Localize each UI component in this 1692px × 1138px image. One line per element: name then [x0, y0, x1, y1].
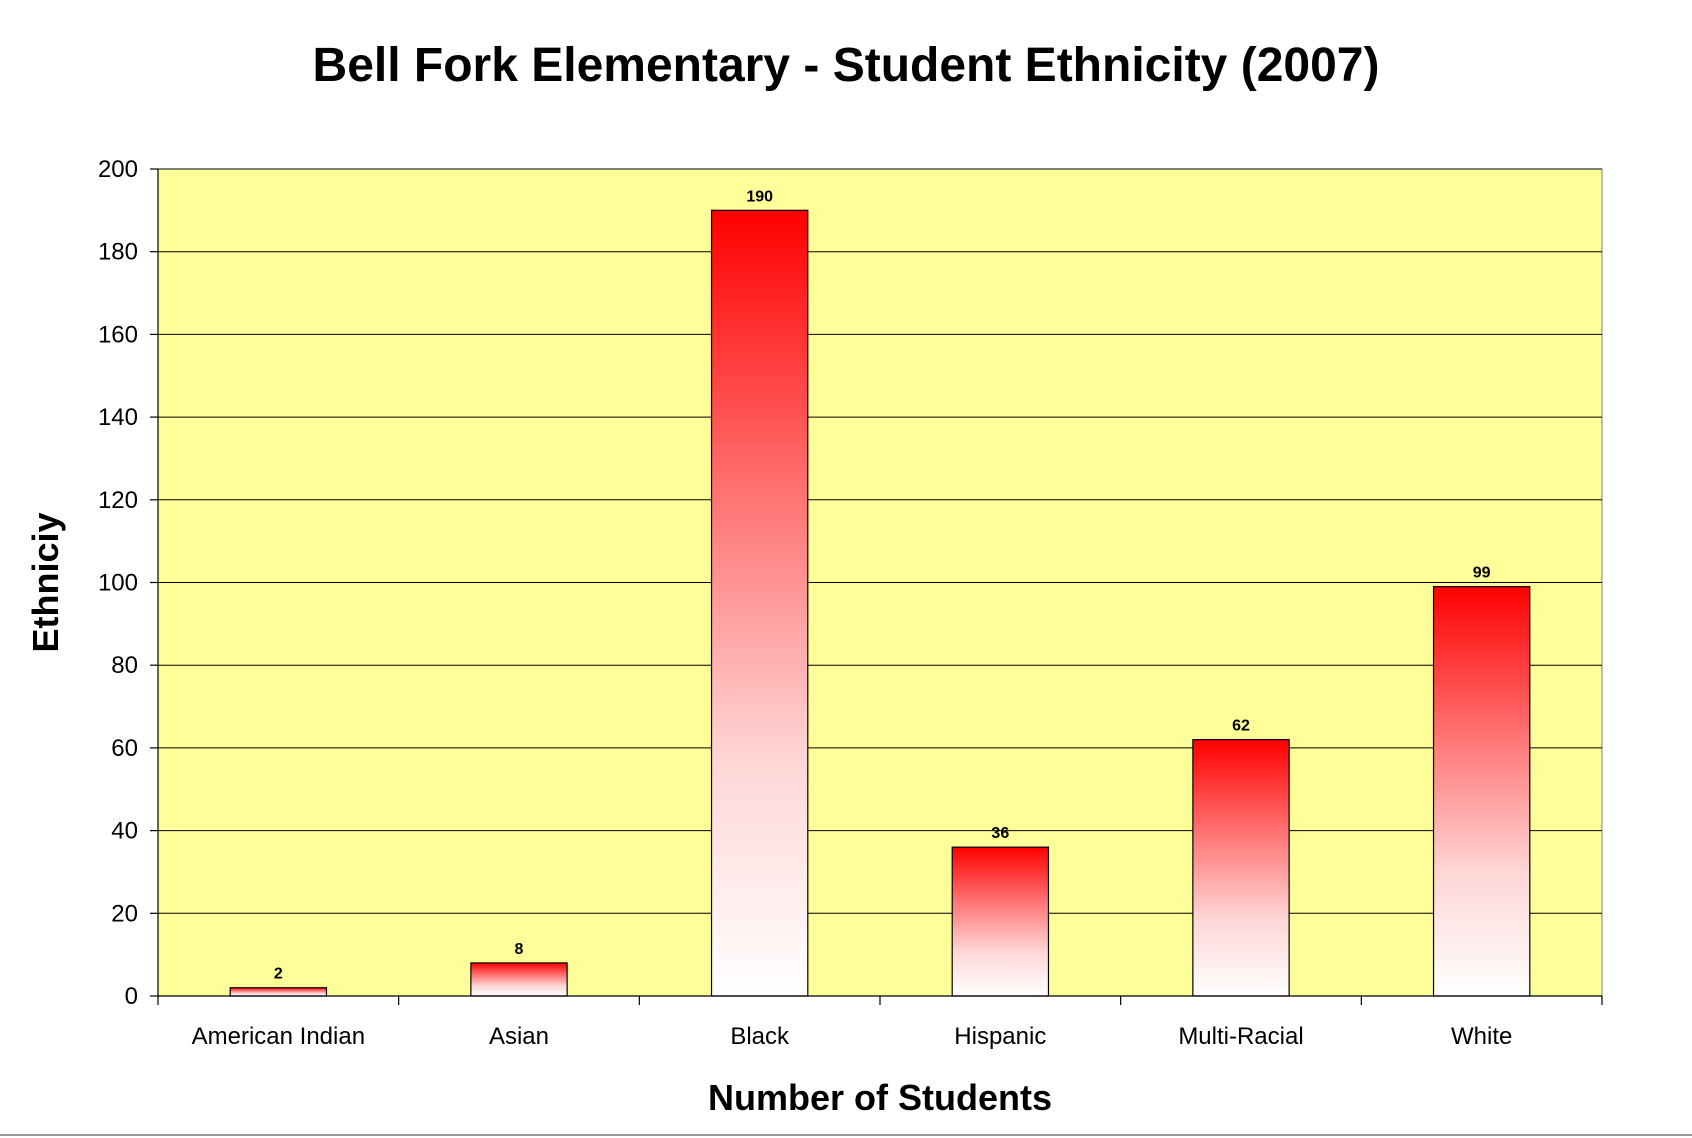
y-tick-label: 100	[98, 570, 138, 597]
y-tick-label: 200	[98, 156, 138, 183]
x-tick-label: American Indian	[192, 1023, 365, 1050]
bottom-divider	[0, 1134, 1692, 1136]
x-axis-title: Number of Students	[708, 1077, 1052, 1118]
axes	[150, 168, 1603, 1005]
gridlines	[158, 168, 1602, 914]
x-tick-label: Multi-Racial	[1178, 1023, 1303, 1050]
y-tick-label: 120	[98, 487, 138, 514]
x-tick-label: Hispanic	[954, 1023, 1046, 1050]
y-tick-label: 180	[98, 239, 138, 266]
labels: 0 20 40 60 80 100 120 140 160 180 200 2 American Ind…	[98, 156, 1512, 1050]
y-tick-label: 60	[111, 735, 138, 762]
data-label: 36	[991, 825, 1009, 842]
y-tick-label: 40	[111, 818, 138, 845]
data-label: 62	[1232, 718, 1250, 735]
bar-white	[1432, 586, 1531, 997]
bars	[229, 209, 1531, 997]
bar-asian	[470, 962, 568, 997]
chart-title: Bell Fork Elementary - Student Ethnicity…	[312, 39, 1380, 92]
y-tick-label: 20	[111, 900, 138, 927]
bar-hispanic	[951, 846, 1050, 997]
bar-multi-racial	[1192, 739, 1290, 997]
x-tick-label: Black	[730, 1023, 790, 1050]
x-tick-label: Asian	[489, 1023, 549, 1050]
x-tick-label: White	[1451, 1023, 1512, 1050]
y-tick-label: 140	[98, 404, 138, 431]
bar-american-indian	[229, 987, 328, 997]
y-tick-label: 0	[125, 983, 138, 1010]
y-tick-label: 80	[111, 652, 138, 679]
y-axis-title: Ethniciy	[25, 512, 66, 652]
data-label: 99	[1473, 565, 1491, 582]
data-label: 2	[274, 966, 283, 983]
bar-black	[710, 209, 809, 997]
y-tick-label: 160	[98, 321, 138, 348]
data-label: 8	[515, 941, 524, 958]
data-label: 190	[746, 188, 773, 205]
